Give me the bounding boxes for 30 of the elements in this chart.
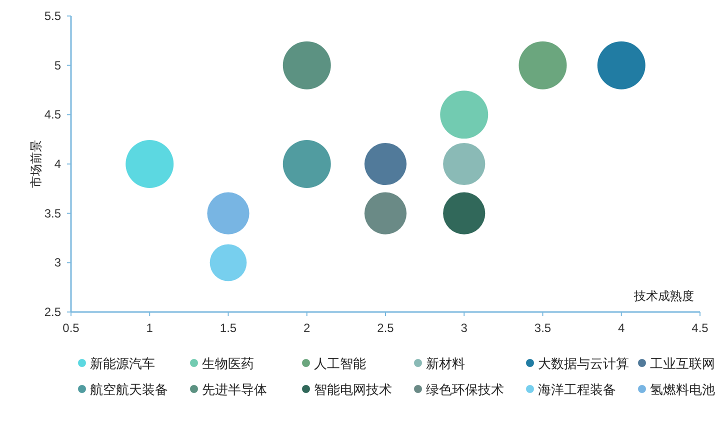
x-tick-label: 2 xyxy=(304,321,311,335)
y-tick-label: 4.5 xyxy=(44,108,62,122)
x-tick-label: 3.5 xyxy=(534,321,552,335)
x-tick-label: 0.5 xyxy=(62,321,80,335)
x-axis-title: 技术成熟度 xyxy=(633,289,694,303)
legend-label: 海洋工程装备 xyxy=(538,382,616,397)
legend-label: 航空航天装备 xyxy=(90,382,168,397)
legend-label: 生物医药 xyxy=(202,356,254,371)
legend-label: 新能源汽车 xyxy=(90,356,155,371)
legend-label: 智能电网技术 xyxy=(314,382,392,397)
x-tick-label: 1 xyxy=(146,321,154,335)
y-tick-label: 5 xyxy=(54,58,62,72)
legend-label: 工业互联网 xyxy=(650,356,715,371)
y-tick-label: 5.5 xyxy=(44,9,62,23)
y-tick-label: 3 xyxy=(54,256,62,270)
legend-label: 新材料 xyxy=(426,356,465,371)
x-tick-label: 3 xyxy=(460,321,468,335)
legend-label: 大数据与云计算 xyxy=(538,356,629,371)
y-tick-label: 4 xyxy=(54,157,62,171)
legend-label: 绿色环保技术 xyxy=(426,382,504,397)
legend-label: 氢燃料电池 xyxy=(650,382,715,397)
y-tick-label: 2.5 xyxy=(44,305,62,319)
x-tick-label: 4 xyxy=(618,321,626,335)
y-axis-title: 市场前景 xyxy=(29,140,43,188)
legend-label: 先进半导体 xyxy=(202,382,267,397)
y-tick-label: 3.5 xyxy=(44,206,62,220)
legend-label: 人工智能 xyxy=(314,356,366,371)
x-tick-label: 2.5 xyxy=(377,321,394,335)
x-tick-label: 4.5 xyxy=(692,321,709,335)
x-tick-label: 1.5 xyxy=(220,321,237,335)
